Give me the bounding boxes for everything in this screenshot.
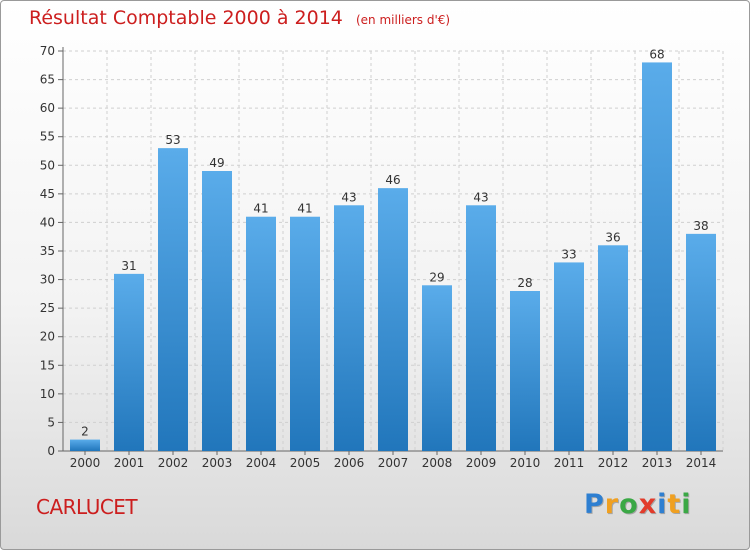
bar: [114, 273, 144, 451]
x-tick-label: 2013: [642, 456, 673, 470]
bar-value-label: 43: [473, 190, 488, 204]
bar: [422, 285, 452, 451]
bar-value-label: 38: [693, 219, 708, 233]
x-tick-label: 2003: [202, 456, 233, 470]
x-tick-label: 2004: [246, 456, 277, 470]
x-tick-label: 2014: [686, 456, 717, 470]
y-tick-label: 40: [40, 215, 55, 229]
bar: [686, 233, 716, 451]
x-tick-label: 2011: [554, 456, 585, 470]
chart-subtitle: (en milliers d'€): [355, 13, 451, 27]
bar-value-label: 2: [81, 425, 89, 439]
y-tick-label: 0: [47, 444, 55, 458]
logo-letter: P: [584, 489, 605, 520]
y-tick-label: 60: [40, 101, 55, 115]
bar-value-label: 68: [649, 47, 664, 61]
bar-value-label: 36: [605, 230, 620, 244]
bar: [378, 188, 408, 451]
y-tick-label: 20: [40, 330, 55, 344]
chart-title-line: Résultat Comptable 2000 à 2014 (en milli…: [29, 7, 450, 29]
y-tick-label: 55: [40, 130, 55, 144]
x-tick-label: 2002: [158, 456, 189, 470]
bar: [246, 216, 276, 451]
x-tick-label: 2008: [422, 456, 453, 470]
bar-value-label: 31: [121, 259, 136, 273]
y-tick-label: 45: [40, 187, 55, 201]
bar: [334, 205, 364, 451]
y-tick-label: 25: [40, 301, 55, 315]
logo-letter: r: [604, 489, 620, 520]
y-tick-label: 15: [40, 358, 55, 372]
bar: [290, 216, 320, 451]
logo-letter: t: [667, 489, 682, 520]
bar: [202, 171, 232, 451]
y-tick-label: 65: [40, 73, 55, 87]
x-tick-label: 2000: [70, 456, 101, 470]
x-tick-label: 2009: [466, 456, 497, 470]
x-tick-label: 2005: [290, 456, 321, 470]
bar-value-label: 41: [297, 202, 312, 216]
logo-letter: x: [638, 489, 658, 520]
y-tick-label: 50: [40, 158, 55, 172]
logo-letter: i: [681, 489, 692, 520]
bar: [466, 205, 496, 451]
logo-letter: i: [657, 489, 668, 520]
bar-value-label: 46: [385, 173, 400, 187]
y-tick-label: 5: [47, 415, 55, 429]
x-tick-label: 2010: [510, 456, 541, 470]
bar-value-label: 49: [209, 156, 224, 170]
proxiti-logo: Proxiti: [584, 489, 692, 520]
bar-value-label: 41: [253, 202, 268, 216]
y-tick-label: 70: [40, 44, 55, 58]
chart-title: Résultat Comptable 2000 à 2014: [29, 7, 343, 29]
y-tick-label: 10: [40, 387, 55, 401]
bar-value-label: 53: [165, 133, 180, 147]
bar: [554, 262, 584, 451]
bar-value-label: 33: [561, 247, 576, 261]
bar: [70, 439, 100, 451]
x-tick-label: 2007: [378, 456, 409, 470]
x-tick-label: 2012: [598, 456, 629, 470]
x-tick-label: 2001: [114, 456, 145, 470]
bar: [158, 148, 188, 451]
bar: [598, 245, 628, 451]
value-labels: 2 31 53 49 41 41 43 46 29 43 28 33 36 68 38: [81, 47, 708, 438]
x-tick-label: 2006: [334, 456, 365, 470]
y-tick-label: 30: [40, 273, 55, 287]
bars: [70, 62, 716, 452]
y-tick-label: 35: [40, 244, 55, 258]
location-name: CARLUCET: [36, 495, 138, 519]
bar-value-label: 28: [517, 276, 532, 290]
bar: [642, 62, 672, 452]
bar-value-label: 43: [341, 190, 356, 204]
axes: 0 5 10 15 20 25 30 35 40 45 50 55 60 65 70 2000 2001 2002…: [40, 44, 723, 470]
bar: [510, 291, 540, 451]
bar-value-label: 29: [429, 270, 444, 284]
logo-letter: o: [619, 489, 639, 520]
